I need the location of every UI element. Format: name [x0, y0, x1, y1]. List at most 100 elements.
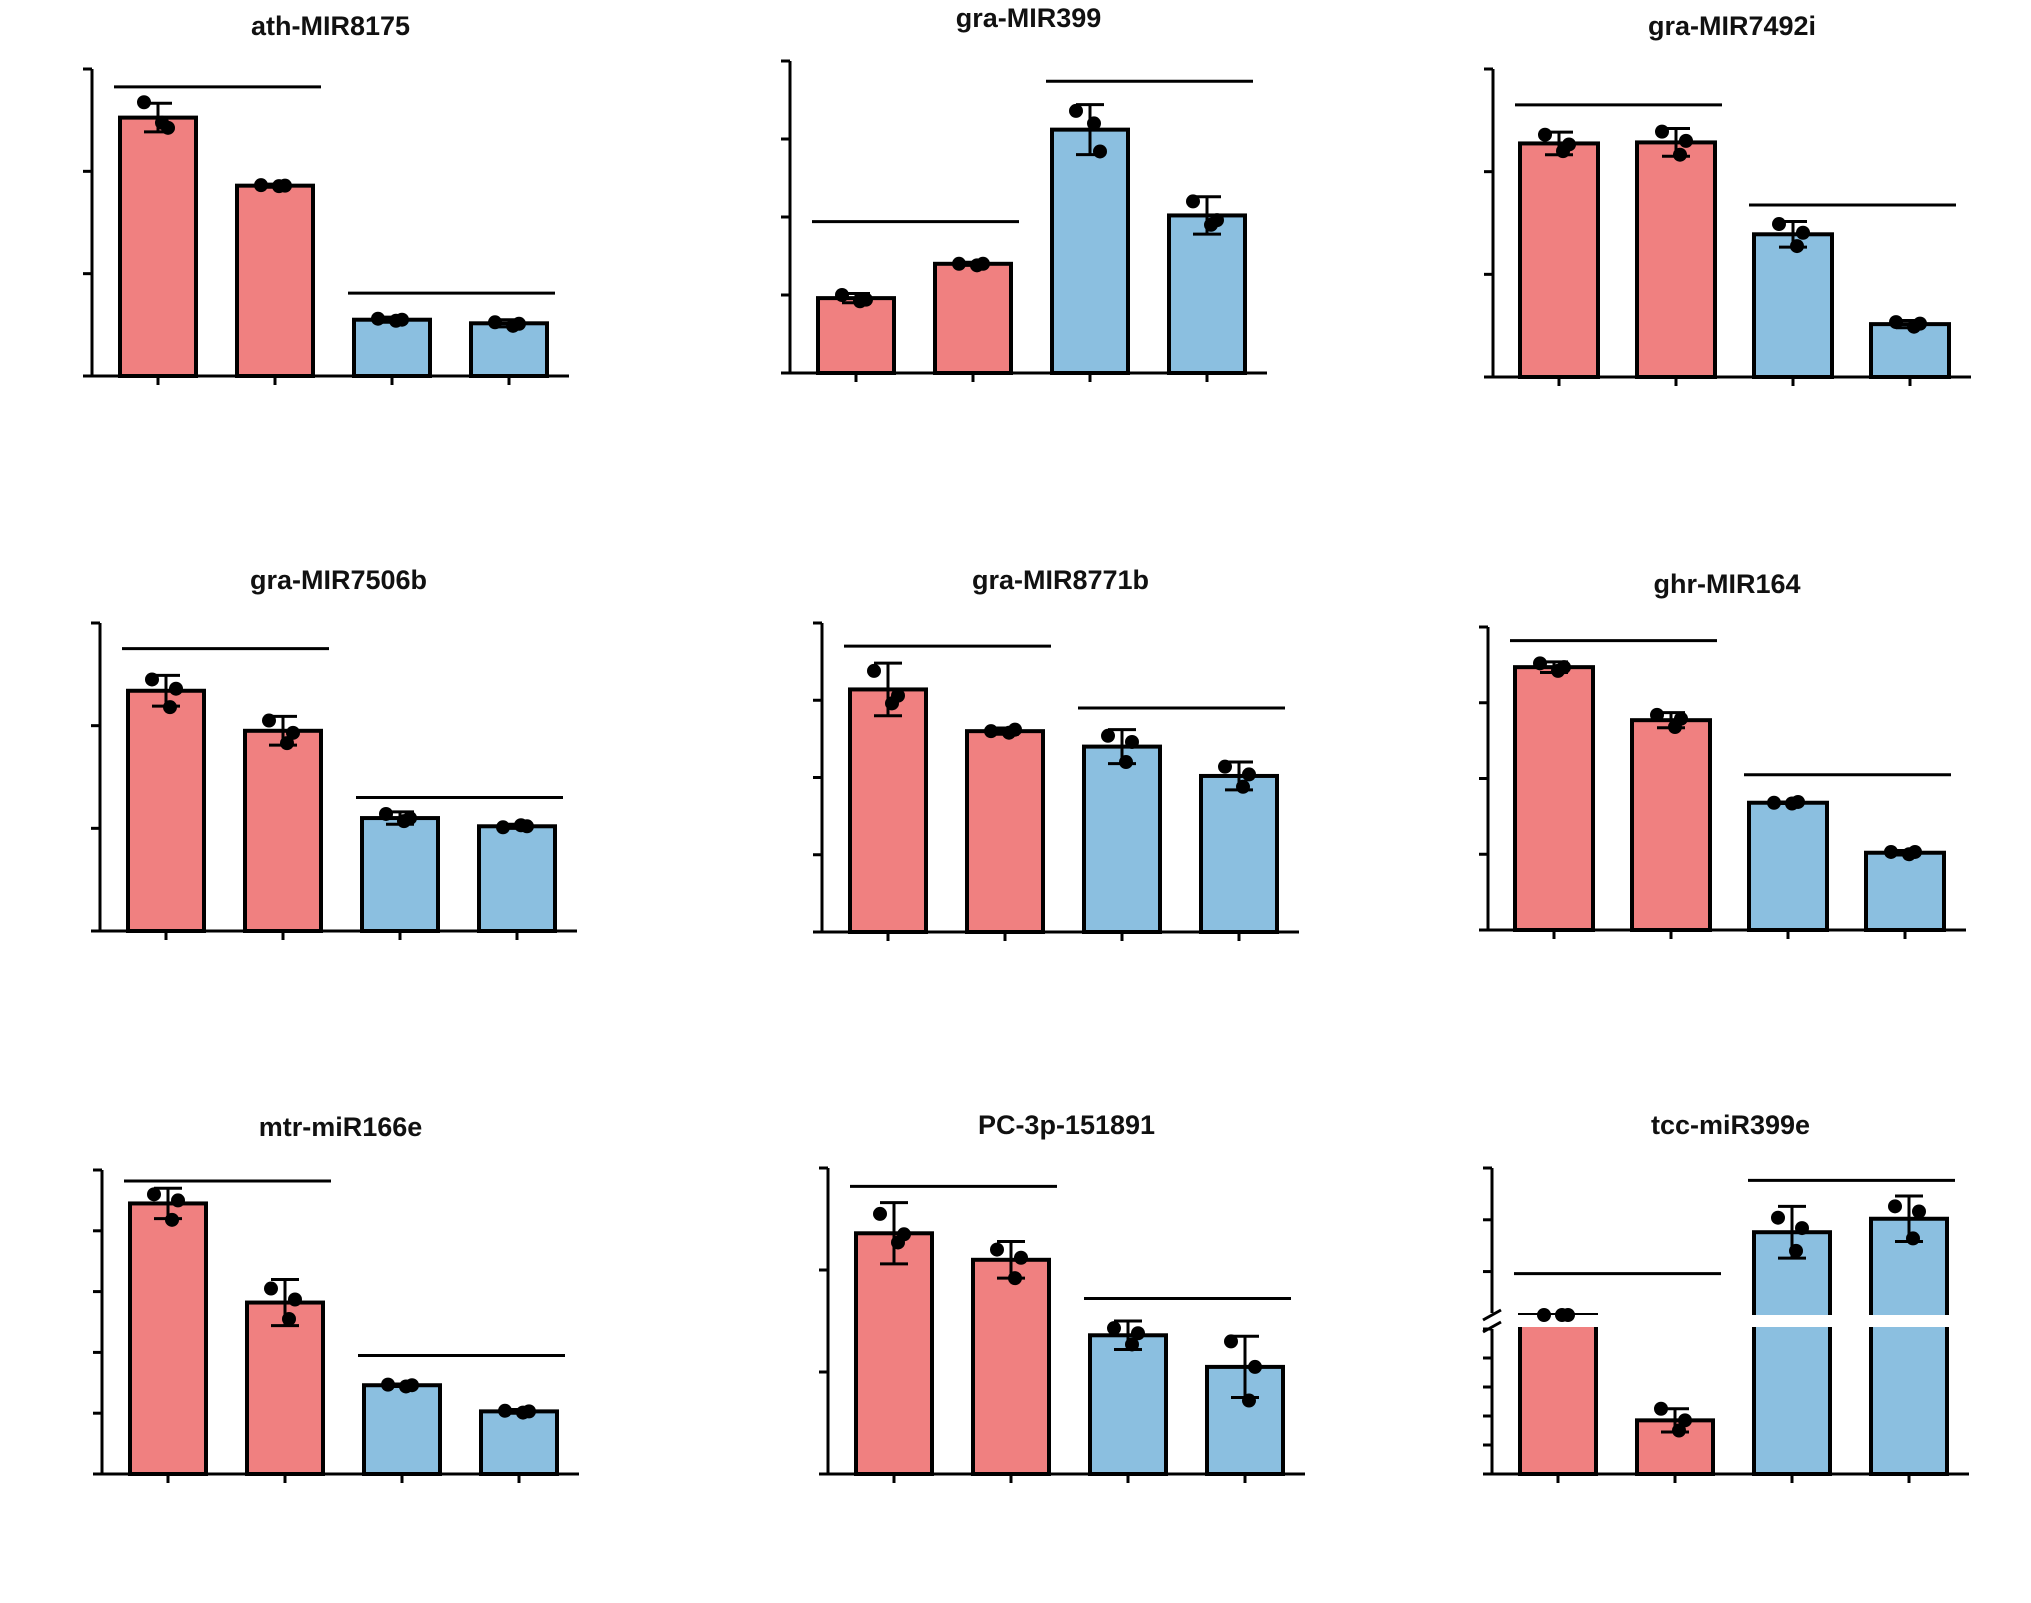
- bar-48xi: [1167, 213, 1247, 375]
- chart-title: ath-MIR8175: [251, 11, 410, 41]
- data-point: [147, 1187, 161, 1202]
- data-point: [171, 1193, 185, 1208]
- bar-48xi: [1869, 1216, 1949, 1476]
- data-point: [1125, 1337, 1139, 1352]
- data-point: [1655, 124, 1669, 139]
- chart-panel-6: ghr-MIR164: [1479, 569, 1966, 939]
- data-point: [379, 806, 393, 821]
- data-point: [395, 312, 409, 327]
- bar-4-5-26: [965, 729, 1045, 935]
- data-point: [496, 820, 510, 835]
- data-point: [1654, 1401, 1668, 1416]
- data-point: [1008, 1271, 1022, 1286]
- data-point: [522, 1404, 536, 1419]
- data-point: [952, 256, 966, 271]
- bar-cz-3: [1518, 141, 1600, 379]
- data-point: [1218, 759, 1232, 774]
- chart-panel-4: gra-MIR7506b: [91, 565, 577, 940]
- data-point: [1672, 1423, 1686, 1438]
- bar-s25: [1088, 1333, 1168, 1477]
- axis-break-mark: [1482, 1308, 1502, 1322]
- data-point: [1242, 1393, 1256, 1408]
- data-point: [859, 292, 873, 307]
- bar-4-5-26: [971, 1257, 1051, 1477]
- data-point: [288, 1292, 302, 1307]
- bar-cz-3: [816, 296, 896, 375]
- data-point: [405, 1378, 419, 1393]
- data-point: [984, 724, 998, 739]
- data-point: [1008, 722, 1022, 737]
- bar-4-5-26: [1635, 140, 1717, 379]
- data-point: [1679, 133, 1693, 148]
- data-point: [282, 1311, 296, 1326]
- chart-title: PC-3p-151891: [978, 1110, 1155, 1140]
- bar-4-5-26: [235, 183, 315, 378]
- bar-48xi: [1199, 773, 1279, 935]
- data-point: [1562, 137, 1576, 152]
- chart-title: mtr-miR166e: [259, 1112, 423, 1142]
- data-point: [1912, 1204, 1926, 1219]
- bar-4-5-26: [245, 1300, 325, 1476]
- bar-4-5-26: [1630, 718, 1712, 932]
- data-point: [1913, 316, 1927, 331]
- data-point: [1119, 755, 1133, 770]
- data-point: [1795, 1221, 1809, 1236]
- data-point: [163, 700, 177, 715]
- data-point: [286, 725, 300, 740]
- data-point: [520, 819, 534, 834]
- bar-48xi: [1205, 1364, 1285, 1477]
- data-point: [1125, 734, 1139, 749]
- data-point: [1069, 103, 1083, 118]
- data-point: [1772, 217, 1786, 232]
- bar-s25: [1082, 744, 1162, 934]
- data-point: [1093, 144, 1107, 159]
- chart-title: gra-MIR8771b: [972, 565, 1149, 595]
- data-point: [262, 713, 276, 728]
- chart-title: ghr-MIR164: [1653, 569, 1800, 599]
- bar-4-5-26: [243, 728, 323, 933]
- data-point: [278, 178, 292, 193]
- data-point: [1131, 1326, 1145, 1341]
- data-point: [169, 681, 183, 696]
- bar-cz-3: [128, 1201, 208, 1476]
- bar-cz-3: [126, 688, 206, 934]
- data-point: [1101, 728, 1115, 743]
- bar-48xi: [477, 824, 557, 934]
- data-point: [1242, 767, 1256, 782]
- data-point: [381, 1377, 395, 1392]
- data-point: [1908, 844, 1922, 859]
- data-point: [1789, 1243, 1803, 1258]
- data-point: [1533, 656, 1547, 671]
- bar-cz-3: [1518, 1313, 1598, 1476]
- chart-title: tcc-miR399e: [1651, 1110, 1810, 1140]
- data-point: [976, 256, 990, 271]
- data-point: [1210, 213, 1224, 228]
- data-point: [488, 315, 502, 330]
- data-point: [1790, 239, 1804, 254]
- chart-title: gra-MIR399: [956, 3, 1102, 33]
- data-point: [990, 1242, 1004, 1257]
- chart-title: gra-MIR7492i: [1648, 11, 1816, 41]
- data-point: [1791, 794, 1805, 809]
- data-point: [371, 311, 385, 326]
- data-point: [280, 736, 294, 751]
- chart-panel-2: gra-MIR399: [781, 3, 1267, 382]
- bar-cz-3: [854, 1231, 934, 1477]
- data-point: [1796, 225, 1810, 240]
- data-point: [897, 1227, 911, 1242]
- data-point: [403, 811, 417, 826]
- data-point: [1674, 711, 1688, 726]
- chart-panel-7: mtr-miR166e: [93, 1112, 579, 1483]
- data-point: [165, 1212, 179, 1227]
- bar-s25: [360, 816, 440, 933]
- data-point: [1224, 1334, 1238, 1349]
- bar-cz-3: [848, 687, 928, 934]
- data-point: [1557, 660, 1571, 675]
- data-point: [1236, 779, 1250, 794]
- bar-s25: [362, 1383, 442, 1477]
- data-point: [1888, 1199, 1902, 1214]
- data-point: [867, 663, 881, 678]
- bar-s25: [1752, 1230, 1832, 1476]
- bar-cz-3: [1513, 665, 1595, 933]
